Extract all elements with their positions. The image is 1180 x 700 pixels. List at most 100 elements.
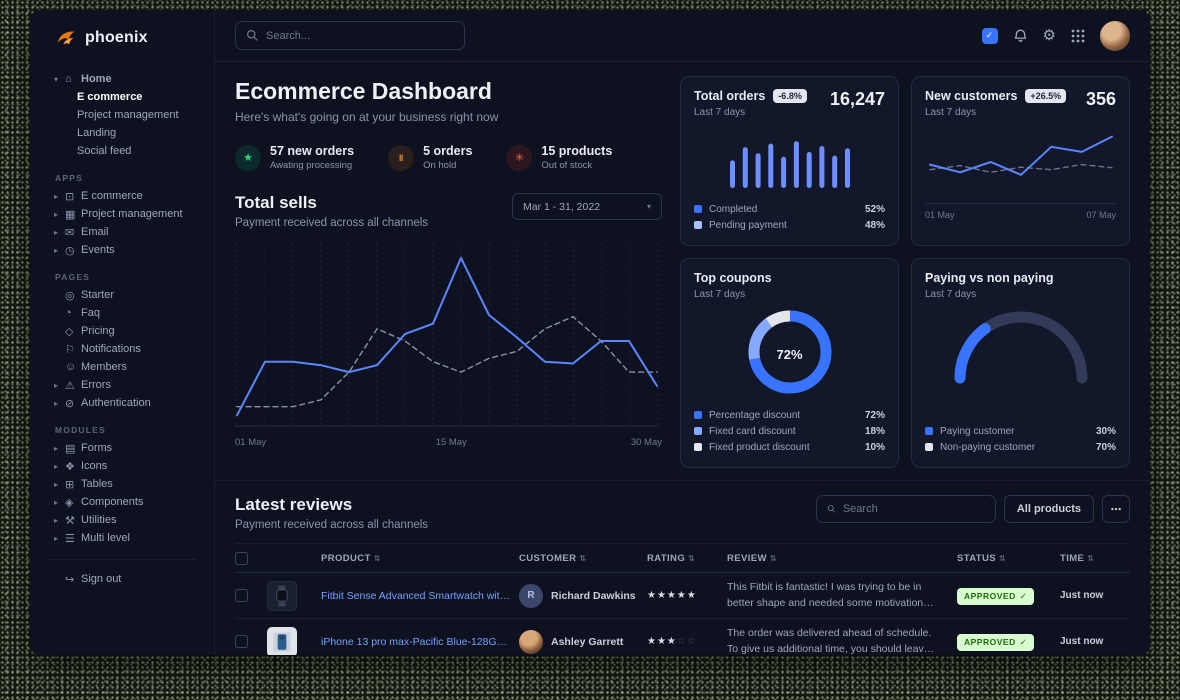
envelope-icon: ✉ <box>65 226 75 239</box>
sort-icon[interactable]: ⇅ <box>1087 553 1095 563</box>
product-thumbnail[interactable] <box>267 626 297 655</box>
notifications-bell-button[interactable] <box>1013 28 1028 43</box>
sidebar-item-ecommerce-dashboard[interactable]: E commerce <box>30 88 214 106</box>
sidebar-item-errors[interactable]: ▸ ⚠ Errors <box>30 376 214 394</box>
sidebar-item-landing[interactable]: Landing <box>30 124 214 142</box>
check-icon: ✓ <box>1019 636 1028 647</box>
stat-subtitle: Awating processing <box>270 160 353 171</box>
sidebar-item-label: Authentication <box>81 397 151 409</box>
card-period: Last 7 days <box>925 289 977 300</box>
user-avatar[interactable] <box>1100 20 1130 51</box>
sidebar-item-faq[interactable]: . ◔ Faq <box>30 304 214 322</box>
trend-badge: +26.5% <box>1025 89 1067 103</box>
sidebar-item-forms[interactable]: ▸ ▤ Forms <box>30 439 214 457</box>
search-input[interactable] <box>266 29 454 42</box>
total-sells-title: Total sells <box>235 193 317 212</box>
legend-swatch <box>694 443 702 451</box>
customer-name: Ashley Garrett <box>551 635 624 648</box>
sidebar-item-social-feed[interactable]: Social feed <box>30 142 214 160</box>
warning-icon: ⚠ <box>65 379 75 392</box>
legend-swatch <box>925 443 933 451</box>
x-tick: 01 May <box>925 210 955 220</box>
apps-grid-button[interactable] <box>1071 29 1085 43</box>
caret-right-icon: ▸ <box>54 191 59 201</box>
row-checkbox[interactable] <box>235 635 248 648</box>
top-coupons-donut: 72% <box>748 310 832 399</box>
legend-swatch <box>694 411 702 419</box>
date-range-select[interactable]: Mar 1 - 31, 2022 ▾ <box>512 193 662 220</box>
sidebar-item-icons[interactable]: ▸ ❖ Icons <box>30 457 214 475</box>
caret-right-icon: ▸ <box>54 245 59 255</box>
sidebar-item-email[interactable]: ▸ ✉ Email <box>30 223 214 241</box>
stat-title: 57 new orders <box>270 144 355 158</box>
sidebar-item-project-management-dashboard[interactable]: Project management <box>30 106 214 124</box>
product-link[interactable]: iPhone 13 pro max-Pacific Blue-128GB sto… <box>321 635 511 648</box>
all-products-button[interactable]: All products <box>1003 495 1094 523</box>
column-time: TIME <box>1060 552 1085 564</box>
bell-small-icon: ⚐ <box>65 343 75 356</box>
sidebar-item-ecommerce[interactable]: ▸ ⊡ E commerce <box>30 187 214 205</box>
sidebar-item-pricing[interactable]: . ◇ Pricing <box>30 322 214 340</box>
sidebar-item-label: Forms <box>81 442 113 454</box>
product-link[interactable]: Fitbit Sense Advanced Smartwatch with To… <box>321 589 511 602</box>
legend-value: 48% <box>864 219 885 231</box>
sidebar-item-notifications[interactable]: . ⚐ Notifications <box>30 340 214 358</box>
global-search[interactable] <box>235 21 465 50</box>
row-checkbox[interactable] <box>235 589 248 602</box>
sidebar-item-utilities[interactable]: ▸ ⚒ Utilities <box>30 511 214 529</box>
legend-value: 70% <box>1095 441 1116 453</box>
status-badge: APPROVED ✓ <box>957 633 1035 651</box>
sidebar-item-label: Landing <box>77 127 117 139</box>
sort-icon[interactable]: ⇅ <box>373 553 381 563</box>
sign-out-button[interactable]: . ↪ Sign out <box>30 570 214 588</box>
dashboard-grid: Ecommerce Dashboard Here's what's going … <box>235 76 1130 468</box>
more-options-button[interactable]: ⋯ <box>1102 495 1130 523</box>
calendar-icon: ◷ <box>65 244 75 257</box>
topbar: ✓ ⚙ <box>215 10 1150 62</box>
sidebar-item-label: Email <box>81 226 109 238</box>
pause-circle-icon: ‖ <box>388 144 415 171</box>
page-subtitle: Here's what's going on at your business … <box>235 110 499 124</box>
sidebar-item-label: Icons <box>81 460 108 472</box>
total-sells-subtitle: Payment received across all channels <box>235 217 429 229</box>
sidebar-item-home[interactable]: ▾ ⌂ Home <box>30 70 214 88</box>
sidebar-item-project-management[interactable]: ▸ ▦ Project management <box>30 205 214 223</box>
settings-gear-button[interactable]: ⚙ <box>1043 28 1056 43</box>
reviews-table: PRODUCT ⇅ CUSTOMER ⇅ RATING ⇅ REVIEW ⇅ STATU… <box>235 543 1130 655</box>
x-tick: 15 May <box>435 437 467 448</box>
paying-legend: Paying customer 30% Non-paying customer … <box>925 415 1116 455</box>
check-square-toggle[interactable]: ✓ <box>981 27 998 44</box>
sidebar-item-authentication[interactable]: ▸ ⊘ Authentication <box>30 394 214 412</box>
sort-icon[interactable]: ⇅ <box>688 553 696 563</box>
cart-icon: ⊡ <box>65 190 75 203</box>
legend-label: Pending payment <box>709 219 787 231</box>
sort-icon[interactable]: ⇅ <box>579 553 587 563</box>
date-range-value: Mar 1 - 31, 2022 <box>523 200 601 213</box>
status-badge: APPROVED ✓ <box>957 587 1035 605</box>
check-icon: ✓ <box>1019 590 1028 601</box>
product-thumbnail[interactable] <box>267 580 297 611</box>
sidebar-item-events[interactable]: ▸ ◷ Events <box>30 241 214 259</box>
sidebar-item-multi-level[interactable]: ▸ ☰ Multi level <box>30 529 214 547</box>
sidebar-item-starter[interactable]: . ◎ Starter <box>30 286 214 304</box>
burst-circle-icon: ✳ <box>506 144 533 171</box>
customer-avatar <box>519 629 543 654</box>
reviews-search-input[interactable] <box>842 503 985 515</box>
caret-right-icon: ▸ <box>54 461 59 471</box>
legend-label: Completed <box>709 203 758 215</box>
select-all-checkbox[interactable] <box>235 551 248 565</box>
stat-out-of-stock: ✳ 15 products Out of stock <box>506 144 612 171</box>
sidebar: phoenix ▾ ⌂ Home E commerce Project mana… <box>30 10 215 655</box>
sidebar-item-label: Home <box>81 73 112 85</box>
legend-swatch <box>925 427 933 435</box>
reviews-search[interactable] <box>815 495 996 523</box>
sort-icon[interactable]: ⇅ <box>769 553 777 563</box>
sidebar-item-tables[interactable]: ▸ ⊞ Tables <box>30 475 214 493</box>
brand-logo[interactable]: phoenix <box>30 10 214 66</box>
rating-stars: ★★★☆☆ <box>647 636 697 647</box>
sidebar-item-components[interactable]: ▸ ◈ Components <box>30 493 214 511</box>
stat-subtitle: Out of stock <box>541 160 593 171</box>
sidebar-item-members[interactable]: . ☺ Members <box>30 358 214 376</box>
sort-icon[interactable]: ⇅ <box>999 553 1007 563</box>
donut-center-label: 72% <box>776 347 803 362</box>
